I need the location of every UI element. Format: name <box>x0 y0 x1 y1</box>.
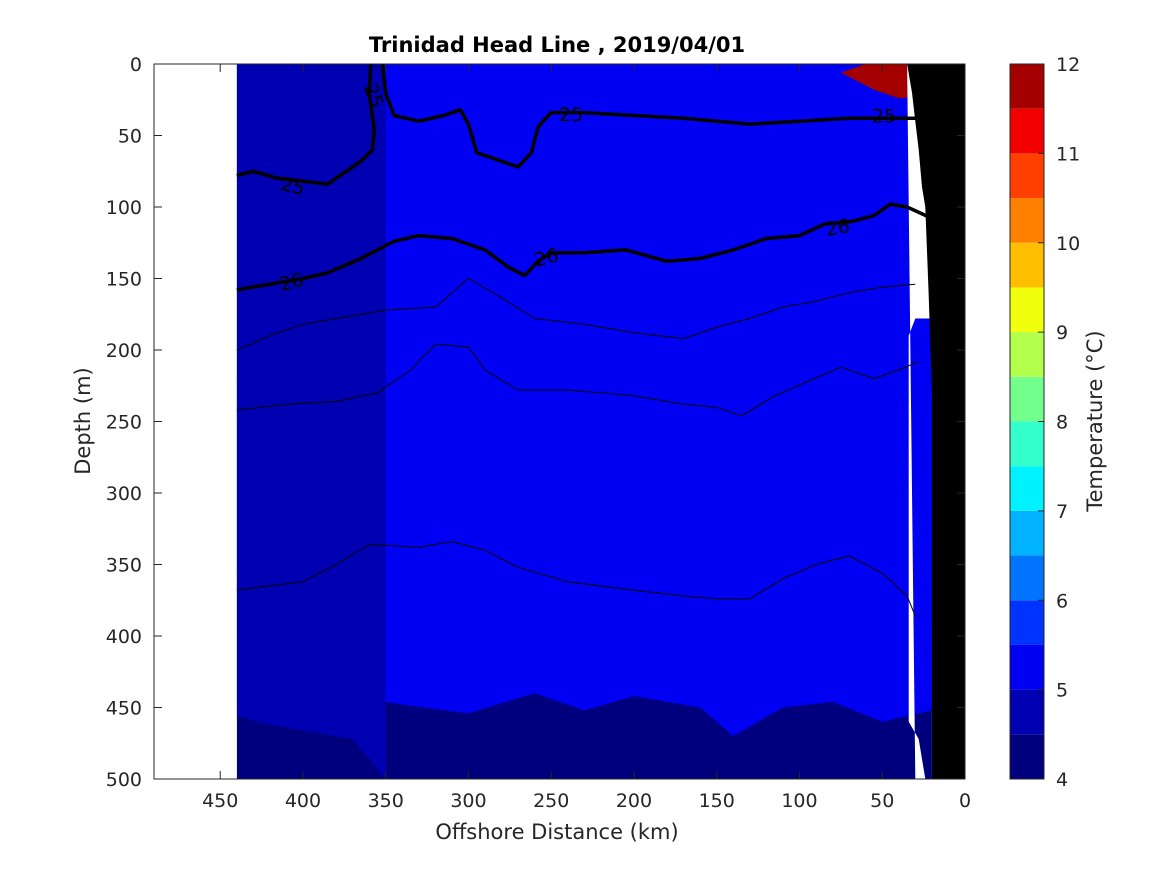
x-tick-label: 100 <box>781 790 817 812</box>
contour-label: 25 <box>872 106 896 128</box>
bathymetry-layer <box>907 64 965 779</box>
y-axis-ticks: 0 50 100 150 200 250 300 350 400 450 500 <box>106 54 965 791</box>
colorbar-swatch <box>1010 64 1044 109</box>
x-axis-ticks: 450 400 350 300 250 200 150 100 50 0 <box>202 64 971 812</box>
no-data-region <box>154 64 237 779</box>
y-tick-label: 300 <box>106 483 142 505</box>
x-tick-label: 250 <box>533 790 569 812</box>
colorbar-swatch <box>1010 287 1044 333</box>
colorbar-swatch <box>1010 510 1044 556</box>
colorbar-tick-label: 7 <box>1056 501 1068 523</box>
colorbar-tick-label: 4 <box>1056 769 1068 791</box>
colorbar-swatch <box>1010 734 1044 779</box>
temperature-band <box>236 64 932 737</box>
colorbar-swatch <box>1010 242 1044 288</box>
colorbar-swatch <box>1010 644 1044 690</box>
colorbar-tick-label: 12 <box>1056 54 1080 76</box>
colorbar-swatch <box>1010 555 1044 601</box>
colorbar-swatch <box>1010 198 1044 243</box>
chart-title: Trinidad Head Line , 2019/04/01 <box>369 33 745 57</box>
y-tick-label: 400 <box>106 626 142 648</box>
y-tick-label: 500 <box>106 769 142 791</box>
colorbar-tick-label: 5 <box>1056 680 1068 702</box>
no-data-region <box>907 64 932 779</box>
colorbar-label: Temperature (°C) <box>1083 330 1107 512</box>
x-tick-label: 450 <box>202 790 238 812</box>
colorbar-swatch <box>1010 689 1044 735</box>
x-tick-label: 0 <box>959 790 971 812</box>
colorbar-tick-label: 9 <box>1056 322 1068 344</box>
density-contour-line <box>236 64 376 186</box>
contour-label-text: 25 <box>872 106 896 128</box>
y-tick-label: 350 <box>106 555 142 577</box>
colorbar-swatch <box>1010 332 1044 377</box>
y-tick-label: 50 <box>118 126 142 148</box>
colorbar-swatch <box>1010 108 1044 154</box>
x-tick-label: 50 <box>870 790 894 812</box>
colorbar-swatch <box>1010 421 1044 467</box>
contour-label-text: 25 <box>559 104 583 126</box>
density-contour-line <box>236 278 916 351</box>
y-tick-label: 250 <box>106 412 142 434</box>
y-tick-label: 0 <box>130 54 142 76</box>
bathymetry <box>907 64 965 779</box>
colorbar-swatch <box>1010 376 1044 422</box>
colorbar-tick-label: 6 <box>1056 590 1068 612</box>
contour-label: 26 <box>824 215 852 241</box>
x-tick-label: 300 <box>450 790 486 812</box>
colorbar-tick-label: 10 <box>1056 233 1080 255</box>
density-contour-line <box>380 64 932 169</box>
y-tick-label: 100 <box>106 197 142 219</box>
colorbar-swatch <box>1010 600 1044 645</box>
contour-label-text: 26 <box>824 215 852 241</box>
contour-label: 25 <box>559 104 583 126</box>
temperature-band <box>236 64 386 779</box>
density-contour-line <box>236 541 916 617</box>
temperature-fill-layer <box>236 64 932 779</box>
colorbar-tick-label: 8 <box>1056 412 1068 434</box>
y-tick-label: 200 <box>106 340 142 362</box>
no-data-layer <box>154 64 932 779</box>
density-contour-line <box>236 202 933 292</box>
x-tick-label: 200 <box>616 790 652 812</box>
colorbar-tick-label: 11 <box>1056 143 1080 165</box>
x-tick-label: 350 <box>368 790 404 812</box>
colorbar-swatch <box>1010 466 1044 511</box>
x-axis-label: Offshore Distance (km) <box>435 820 678 844</box>
density-contour-line <box>236 343 919 417</box>
x-tick-label: 400 <box>285 790 321 812</box>
x-tick-label: 150 <box>699 790 735 812</box>
y-axis-label: Depth (m) <box>71 367 95 474</box>
y-tick-label: 150 <box>106 269 142 291</box>
density-contour-layer <box>236 64 933 617</box>
colorbar-swatch <box>1010 153 1044 199</box>
colorbar: 4 5 6 7 8 9 10 11 12 <box>1009 54 1080 791</box>
y-tick-label: 450 <box>106 698 142 720</box>
